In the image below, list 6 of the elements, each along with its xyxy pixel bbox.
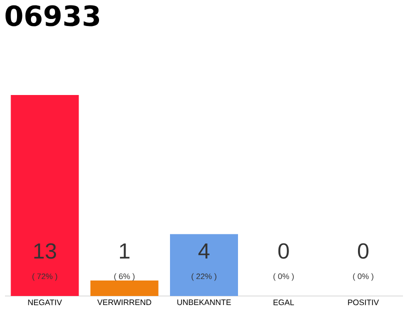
data-label: 1 bbox=[120, 243, 130, 259]
data-label: 4 bbox=[198, 243, 210, 259]
data-label: 0 bbox=[358, 243, 368, 259]
data-label: 13 bbox=[34, 243, 56, 259]
chart-title: 06933 bbox=[6, 5, 100, 26]
data-label: 0 bbox=[278, 243, 289, 259]
